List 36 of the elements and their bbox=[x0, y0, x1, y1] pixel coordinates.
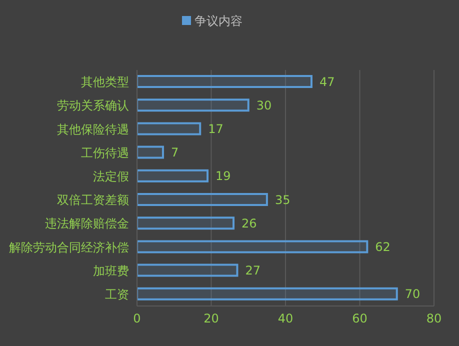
bar bbox=[137, 122, 202, 136]
data-label: 47 bbox=[319, 74, 335, 89]
bar bbox=[137, 240, 368, 254]
bar bbox=[137, 287, 398, 300]
legend-label: 争议内容 bbox=[194, 14, 242, 28]
data-label: 26 bbox=[242, 216, 257, 230]
bar bbox=[137, 98, 250, 112]
bar bbox=[137, 75, 312, 88]
x-tick-label: 0 bbox=[133, 312, 141, 326]
bar bbox=[137, 146, 164, 159]
bar bbox=[137, 193, 268, 206]
x-tick-label: 40 bbox=[278, 312, 294, 326]
y-tick-label: 加班费 bbox=[93, 264, 129, 278]
y-tick-label: 法定假 bbox=[93, 169, 129, 184]
bar bbox=[137, 216, 235, 230]
bar bbox=[137, 264, 238, 277]
y-tick-label: 违法解除赔偿金 bbox=[45, 216, 129, 231]
y-tick-label: 双倍工资差额 bbox=[57, 193, 129, 208]
data-label: 17 bbox=[208, 122, 224, 136]
y-tick-label: 其他类型 bbox=[81, 75, 129, 90]
y-tick-label: 解除劳动合同经济补偿 bbox=[9, 240, 129, 254]
data-label: 70 bbox=[404, 287, 420, 302]
data-label: 27 bbox=[245, 264, 261, 278]
data-label: 30 bbox=[256, 98, 272, 112]
data-label: 19 bbox=[216, 169, 231, 184]
y-tick-label: 其他保险待遇 bbox=[57, 122, 129, 136]
x-tick-label: 80 bbox=[426, 312, 442, 326]
x-tick-label: 60 bbox=[352, 312, 368, 326]
y-tick-label: 工资 bbox=[105, 287, 129, 302]
data-label: 35 bbox=[274, 192, 290, 207]
x-tick-label: 20 bbox=[204, 312, 219, 326]
data-label: 62 bbox=[375, 240, 390, 254]
y-tick-label: 工伤待遇 bbox=[81, 146, 129, 160]
y-tick-label: 劳动关系确认 bbox=[57, 98, 129, 113]
bar bbox=[137, 169, 209, 182]
data-label: 7 bbox=[170, 146, 179, 160]
